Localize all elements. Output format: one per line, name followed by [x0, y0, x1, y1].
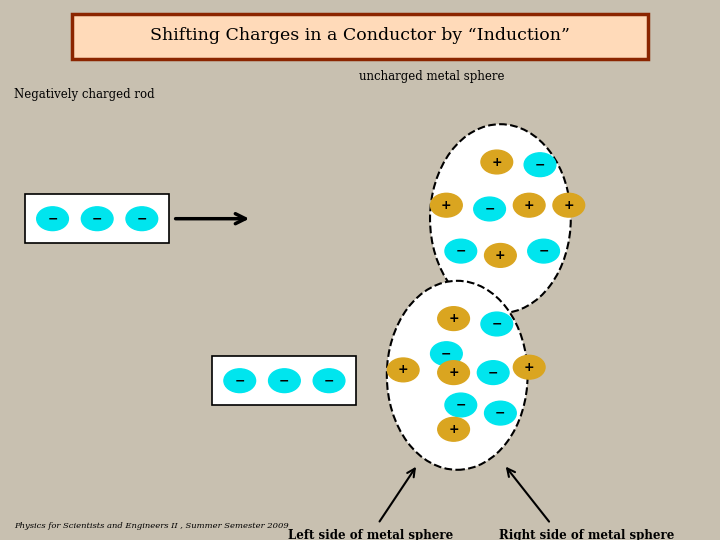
Circle shape	[477, 361, 509, 384]
Text: +: +	[524, 199, 534, 212]
Text: −: −	[235, 374, 245, 387]
Circle shape	[269, 369, 300, 393]
Text: +: +	[564, 199, 574, 212]
Text: −: −	[495, 407, 505, 420]
Text: −: −	[456, 399, 466, 411]
FancyBboxPatch shape	[72, 14, 648, 59]
Text: +: +	[492, 156, 502, 168]
Circle shape	[481, 150, 513, 174]
Text: −: −	[324, 374, 334, 387]
Text: +: +	[449, 423, 459, 436]
Text: Shifting Charges in a Conductor by “Induction”: Shifting Charges in a Conductor by “Indu…	[150, 27, 570, 44]
FancyBboxPatch shape	[212, 356, 356, 405]
Text: −: −	[137, 212, 147, 225]
Ellipse shape	[430, 124, 571, 313]
Text: Physics for Scientists and Engineers II , Summer Semester 2009: Physics for Scientists and Engineers II …	[14, 522, 289, 530]
Circle shape	[445, 239, 477, 263]
Ellipse shape	[387, 281, 528, 470]
Circle shape	[524, 153, 556, 177]
Text: −: −	[488, 366, 498, 379]
Text: +: +	[398, 363, 408, 376]
Text: +: +	[495, 249, 505, 262]
Circle shape	[313, 369, 345, 393]
Circle shape	[438, 417, 469, 441]
FancyBboxPatch shape	[25, 194, 169, 243]
Text: Right side of metal sphere
more negatively charged: Right side of metal sphere more negative…	[499, 529, 675, 540]
Text: −: −	[535, 158, 545, 171]
Circle shape	[438, 361, 469, 384]
Circle shape	[81, 207, 113, 231]
Text: Left side of metal sphere
more positively charged: Left side of metal sphere more positivel…	[288, 529, 454, 540]
Circle shape	[528, 239, 559, 263]
Circle shape	[387, 358, 419, 382]
Circle shape	[438, 307, 469, 330]
Circle shape	[481, 312, 513, 336]
Circle shape	[513, 355, 545, 379]
Circle shape	[431, 342, 462, 366]
Circle shape	[126, 207, 158, 231]
Circle shape	[474, 197, 505, 221]
Circle shape	[224, 369, 256, 393]
Circle shape	[513, 193, 545, 217]
Text: −: −	[279, 374, 289, 387]
Circle shape	[445, 393, 477, 417]
Text: −: −	[456, 245, 466, 258]
Circle shape	[37, 207, 68, 231]
Circle shape	[431, 193, 462, 217]
Circle shape	[485, 244, 516, 267]
Text: −: −	[92, 212, 102, 225]
Text: Negatively charged rod: Negatively charged rod	[14, 88, 155, 101]
Text: uncharged metal sphere: uncharged metal sphere	[359, 70, 505, 83]
Text: −: −	[492, 318, 502, 330]
Circle shape	[553, 193, 585, 217]
Text: −: −	[485, 202, 495, 215]
Circle shape	[485, 401, 516, 425]
Text: −: −	[539, 245, 549, 258]
Text: +: +	[441, 199, 451, 212]
Text: −: −	[441, 347, 451, 360]
Text: +: +	[449, 366, 459, 379]
Text: −: −	[48, 212, 58, 225]
Text: +: +	[449, 312, 459, 325]
Text: +: +	[524, 361, 534, 374]
